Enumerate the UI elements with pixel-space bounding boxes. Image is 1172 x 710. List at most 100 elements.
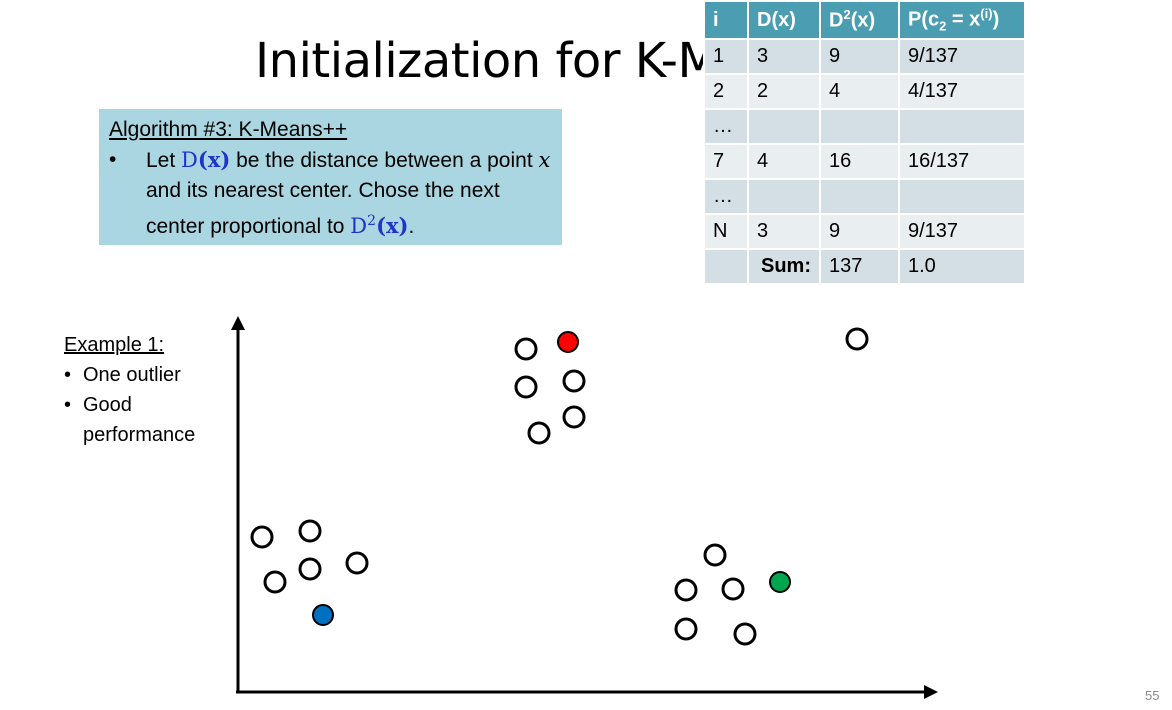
dx-open: ( (197, 147, 208, 172)
header-d2-arg: (x) (850, 9, 876, 32)
algorithm-bullet: • Let D(x) be the distance between a poi… (109, 145, 552, 242)
sum-label: Sum: (747, 248, 821, 285)
algorithm-text: Let D(x) be the distance between a point… (146, 145, 552, 242)
data-point (562, 405, 586, 429)
cell-i: 2 (703, 73, 749, 110)
example-item: performance (64, 420, 195, 450)
data-point (263, 570, 287, 594)
data-point (345, 551, 369, 575)
slide-title: Initialization for K-M (255, 33, 719, 89)
d2x-math: D2(x) (350, 213, 409, 238)
bullet-marker: • (64, 394, 72, 416)
cell-dx (747, 108, 821, 145)
cell-i (703, 248, 749, 285)
cell-d2: 16 (819, 143, 900, 180)
header-probability: P(c2 = x(i)) (898, 0, 1026, 40)
var-x: x (538, 148, 551, 172)
cell-i: 1 (703, 38, 749, 75)
x-axis-arrowhead (924, 685, 938, 699)
right-cluster (674, 543, 791, 646)
sum-d2: 137 (819, 248, 900, 285)
probability-table: i D(x) D2(x) P(c2 = x(i)) 1 3 9 9/137 2 … (703, 0, 1026, 285)
cell-dx: 4 (747, 143, 821, 180)
bullet-marker: • (109, 148, 117, 171)
dx-close: ) (220, 147, 231, 172)
header-p-sup: (i) (980, 6, 993, 22)
data-point (733, 622, 757, 646)
table-row: 2 2 4 4/137 (703, 73, 1026, 110)
table-row: 7 4 16 16/137 (703, 143, 1026, 180)
header-p-close: ) (992, 8, 1000, 31)
sum-p: 1.0 (898, 248, 1026, 285)
dx-math: D(x) (181, 147, 231, 172)
algorithm-box: Algorithm #3: K-Means++ • Let D(x) be th… (99, 109, 562, 245)
text-segment: and its nearest center. Chose the next c… (146, 179, 500, 238)
d2-d: D (350, 214, 368, 238)
dx-d: D (181, 148, 198, 172)
example-box: Example 1: • One outlier • Good performa… (64, 330, 195, 450)
cell-dx: 2 (747, 73, 821, 110)
data-point (250, 525, 274, 549)
d2-close: ) (398, 213, 409, 238)
cell-d2 (819, 178, 900, 215)
cell-i: N (703, 213, 749, 250)
table-row: … (703, 108, 1026, 145)
cell-d2: 9 (819, 213, 900, 250)
dx-x: x (207, 147, 221, 172)
table-row: N 3 9 9/137 (703, 213, 1026, 250)
example-item-text: Good (83, 394, 132, 416)
example-item: • Good (64, 390, 195, 420)
page-number: 55 (1145, 688, 1160, 703)
left-cluster (250, 519, 369, 626)
outlier-point (845, 327, 869, 351)
data-point (527, 421, 551, 445)
cell-d2: 4 (819, 73, 900, 110)
header-p-sub: 2 (939, 18, 947, 34)
table-row: 1 3 9 9/137 (703, 38, 1026, 75)
cell-i: … (703, 108, 749, 145)
header-d2-base: D (829, 9, 844, 32)
blue-center-point (312, 604, 334, 626)
cell-i: … (703, 178, 749, 215)
cell-dx: 3 (747, 38, 821, 75)
header-p-open: P(c (908, 8, 940, 31)
data-point (298, 557, 322, 581)
cell-p: 9/137 (898, 213, 1026, 250)
bullet-marker: • (64, 364, 72, 386)
cell-p: 4/137 (898, 73, 1026, 110)
cell-i: 7 (703, 143, 749, 180)
header-dx: D(x) (747, 0, 821, 40)
top-cluster (514, 331, 586, 445)
data-point (721, 577, 745, 601)
y-axis-arrowhead (231, 316, 245, 330)
example-heading: Example 1: (64, 334, 165, 356)
header-p-eq: = x (946, 8, 981, 31)
cell-p: 16/137 (898, 143, 1026, 180)
text-segment: Let (146, 149, 182, 172)
data-point (703, 543, 727, 567)
data-point (298, 519, 322, 543)
algorithm-heading: Algorithm #3: K-Means++ (109, 118, 348, 141)
cell-dx: 3 (747, 213, 821, 250)
table-sum-row: Sum: 137 1.0 (703, 248, 1026, 285)
d2-open: ( (376, 213, 386, 238)
d2-x: x (386, 213, 399, 238)
text-segment: . (408, 215, 415, 238)
data-point (674, 617, 698, 641)
example-item-text: One outlier (83, 364, 181, 386)
text-segment: be the distance between a point (230, 149, 539, 172)
data-point (674, 578, 698, 602)
cell-p: 9/137 (898, 38, 1026, 75)
cell-p (898, 108, 1026, 145)
header-i: i (703, 0, 749, 40)
green-center-point (769, 571, 791, 593)
table-header-row: i D(x) D 2 (x) P(c2 = x(i)) (703, 0, 1026, 40)
example-item: • One outlier (64, 360, 195, 390)
cell-d2: 9 (819, 38, 900, 75)
d2-sup: 2 (367, 213, 377, 229)
example-item-text: performance (83, 424, 196, 446)
cell-p (898, 178, 1026, 215)
data-point (562, 369, 586, 393)
cell-d2 (819, 108, 900, 145)
